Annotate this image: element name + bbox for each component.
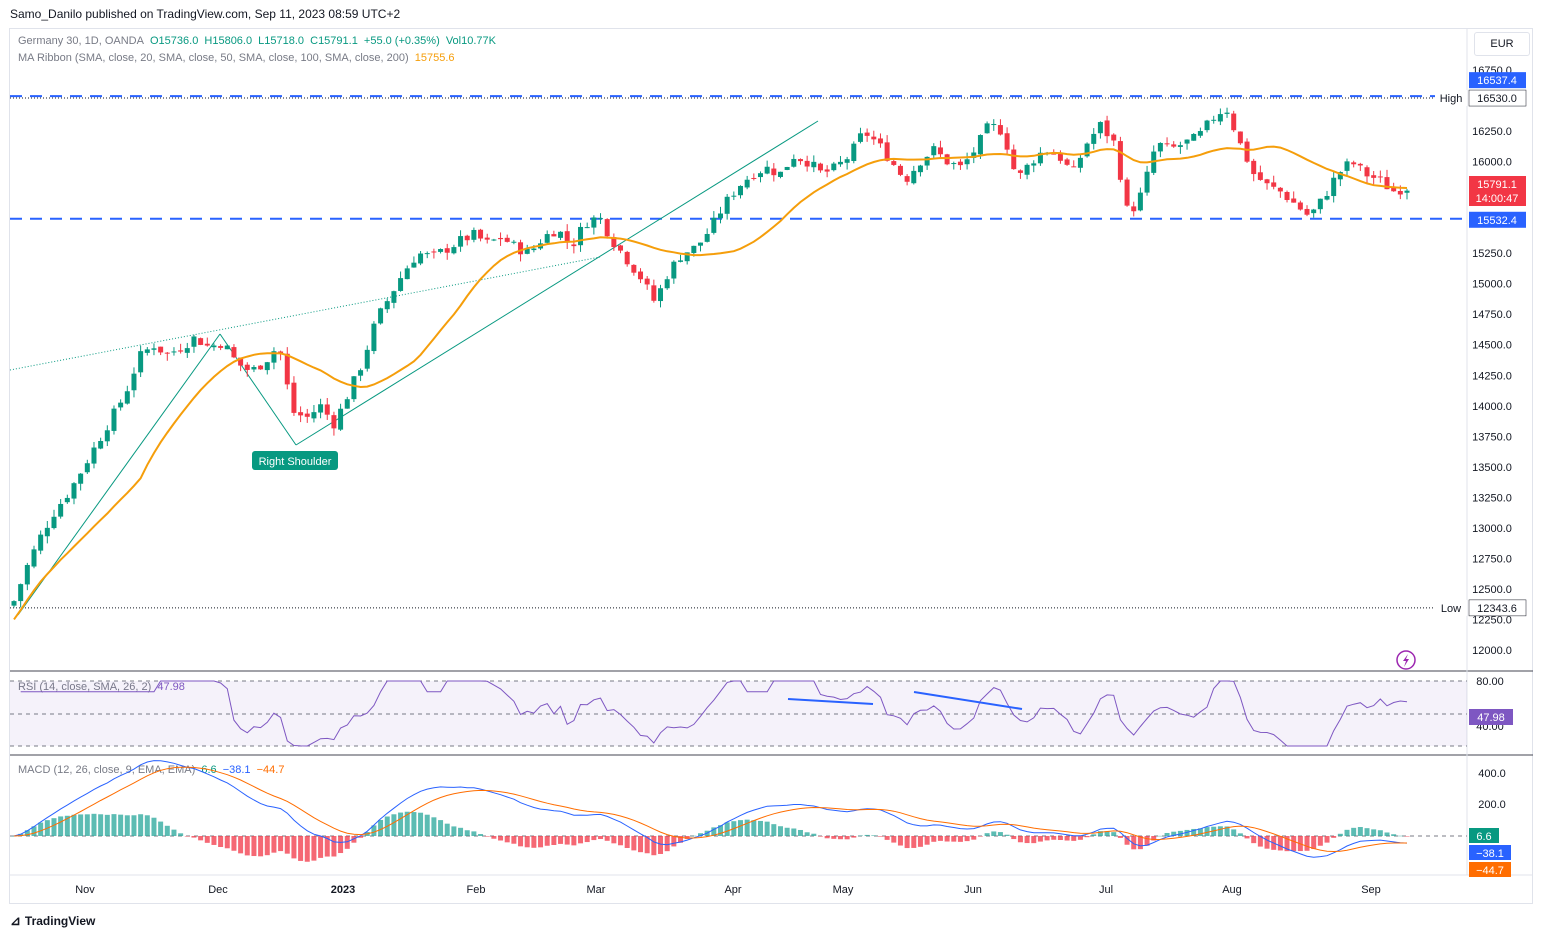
macd-legend: MACD (12, 26, close, 9, EMA, EMA) 6.6 −3…	[18, 764, 287, 776]
ma-value: 15755.6	[414, 52, 455, 64]
rsi-value-legend: 47.98	[157, 681, 185, 693]
low-value: L15718.0	[258, 35, 305, 47]
tradingview-footer[interactable]: ⊿ TradingView	[10, 913, 95, 929]
ma-legend: MA Ribbon (SMA, close, 20, SMA, close, 5…	[18, 52, 458, 64]
change-value: +55.0 (+0.35%)	[363, 35, 440, 47]
chart-frame	[9, 28, 1533, 904]
footer-text: TradingView	[24, 914, 96, 928]
currency-button[interactable]: EUR	[1474, 32, 1530, 56]
macd-label: MACD (12, 26, close, 9, EMA, EMA)	[18, 764, 196, 776]
macd-hist-value: 6.6	[201, 764, 217, 776]
symbol-legend: Germany 30, 1D, OANDA O15736.0 H15806.0 …	[18, 35, 499, 47]
publisher-text: Samo_Danilo published on TradingView.com…	[10, 7, 401, 21]
tradingview-logo-icon: ⊿	[10, 913, 21, 928]
high-value: H15806.0	[204, 35, 253, 47]
close-value: C15791.1	[310, 35, 358, 47]
rsi-legend: RSI (14, close, SMA, 26, 2) 47.98	[18, 681, 188, 693]
open-value: O15736.0	[150, 35, 199, 47]
symbol-name: Germany 30, 1D, OANDA	[18, 35, 144, 47]
ma-label: MA Ribbon (SMA, close, 20, SMA, close, 5…	[18, 52, 409, 64]
macd-line-value: −38.1	[222, 764, 251, 776]
macd-signal-value: −44.7	[256, 764, 285, 776]
rsi-label: RSI (14, close, SMA, 26, 2)	[18, 681, 152, 693]
volume-value: Vol10.77K	[445, 35, 496, 47]
